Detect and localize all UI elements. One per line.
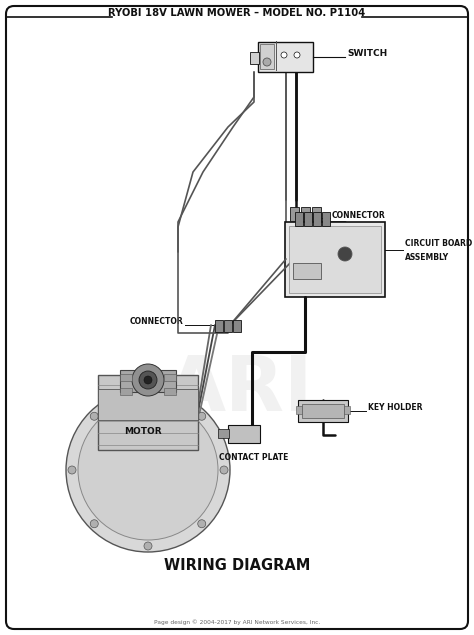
Text: CONNECTOR: CONNECTOR [332,210,386,220]
Circle shape [198,412,206,420]
Text: CIRCUIT BOARD: CIRCUIT BOARD [405,239,472,248]
Circle shape [68,466,76,474]
Circle shape [281,52,287,58]
Bar [295,212,303,226]
Text: ASSEMBLY: ASSEMBLY [405,253,449,262]
Text: RYOBI 18V LAWN MOWER – MODEL NO. P1104: RYOBI 18V LAWN MOWER – MODEL NO. P1104 [109,8,365,18]
Bar [250,52,259,64]
Bar [301,207,310,221]
Circle shape [263,58,271,66]
Text: CONTACT PLATE: CONTACT PLATE [219,453,289,462]
Circle shape [66,388,230,552]
Bar [304,212,312,226]
Text: CONNECTOR: CONNECTOR [129,318,183,326]
Bar [296,406,302,414]
Bar [313,212,321,226]
Bar [164,374,176,381]
Bar [120,370,176,392]
Bar [293,263,321,279]
Bar [322,212,330,226]
Circle shape [132,364,164,396]
Bar [120,374,132,381]
Circle shape [90,519,98,528]
Bar [233,320,241,332]
Text: Page design © 2004-2017 by ARI Network Services, Inc.: Page design © 2004-2017 by ARI Network S… [154,619,320,625]
Bar [215,320,223,332]
Bar [344,406,350,414]
Text: WIRING DIAGRAM: WIRING DIAGRAM [164,558,310,573]
Circle shape [198,519,206,528]
Circle shape [139,371,157,389]
Circle shape [144,542,152,550]
Bar [228,425,260,443]
Bar [258,42,313,72]
Bar [289,226,381,293]
Circle shape [78,400,218,540]
Bar [298,400,348,422]
Bar [164,388,176,395]
Circle shape [220,466,228,474]
Bar [312,207,321,221]
FancyBboxPatch shape [6,6,468,629]
Bar [98,389,198,420]
Circle shape [338,247,352,261]
Bar [120,388,132,395]
Bar [302,404,344,418]
Text: ARI: ARI [167,353,313,427]
Bar [218,429,229,438]
Circle shape [294,52,300,58]
Text: SWITCH: SWITCH [347,50,387,58]
Bar [290,207,299,221]
Text: KEY HOLDER: KEY HOLDER [368,403,422,413]
Bar [224,320,232,332]
Text: MOTOR: MOTOR [124,427,162,436]
Circle shape [144,390,152,398]
Bar [98,375,198,450]
Circle shape [144,376,152,384]
Circle shape [90,412,98,420]
Bar [260,44,274,69]
Bar [285,222,385,297]
